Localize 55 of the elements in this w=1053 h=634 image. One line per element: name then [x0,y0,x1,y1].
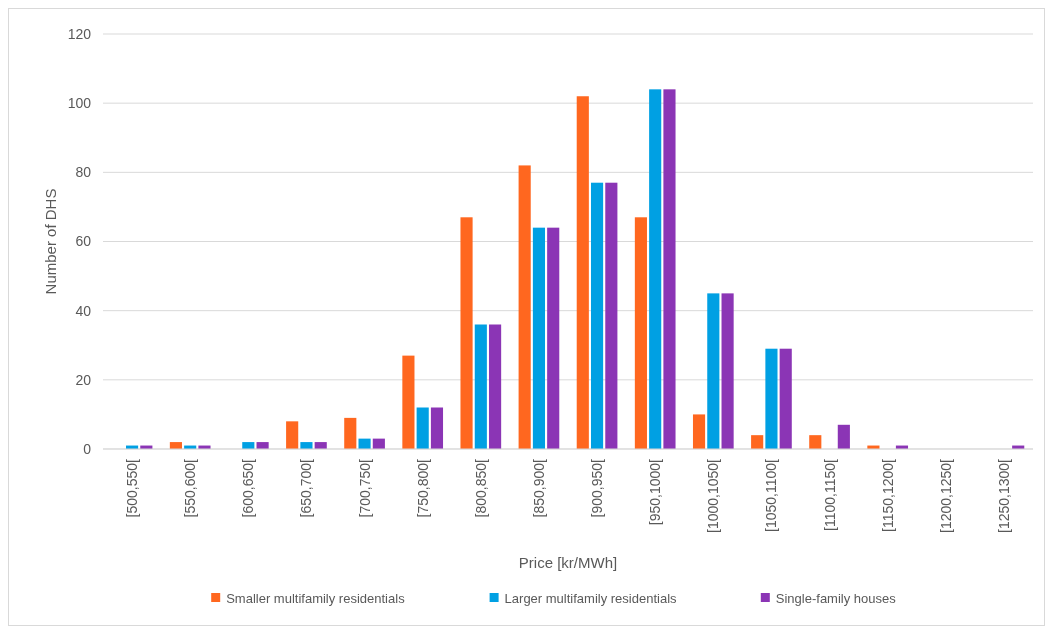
x-axis-title: Price [kr/MWh] [518,554,618,571]
bar [634,217,647,449]
bar [837,424,850,449]
x-tick-label: [600,650[ [240,458,257,518]
legend-label: Larger multifamily residentials [504,590,678,606]
bar [344,417,357,449]
bar [460,217,473,449]
bar [416,407,429,449]
x-tick-label: [1150,1200[ [879,458,896,532]
y-tick-label: 0 [83,440,92,457]
y-tick-label: 120 [67,25,92,42]
x-tick-label: [1100,1150[ [821,458,838,531]
x-tick-label: [1250,1300[ [995,458,1012,533]
bar [474,324,487,449]
bar [721,293,734,449]
bar [692,414,706,449]
bar [605,182,618,449]
bar [649,89,662,449]
y-tick-label: 20 [75,371,92,388]
bar [547,227,560,449]
legend-label: Single-family houses [775,590,897,606]
bar [300,442,313,449]
bar [402,355,415,449]
bar [765,348,778,449]
legend-label: Smaller multifamily residentials [226,590,406,606]
y-tick-label: 40 [75,302,92,319]
x-tick-label: [700,750[ [356,458,373,518]
x-tick-label: [900,950[ [589,458,606,518]
x-tick-label: [800,850[ [472,458,489,518]
y-tick-label: 100 [67,95,92,112]
bar [430,407,444,449]
bar [489,324,502,449]
bar [751,435,764,449]
bar [532,227,545,449]
x-tick-label: [500,550[ [124,458,141,518]
y-tick-label: 80 [75,164,92,181]
bar [591,182,604,449]
x-tick-label: [1050,1100[ [763,458,780,532]
bar [286,421,299,449]
bar [576,96,589,449]
bar [663,89,676,449]
y-tick-label: 60 [75,233,92,250]
bar [779,348,792,449]
bar [518,165,531,449]
y-axis-title: Number of DHS [42,188,59,295]
x-tick-label: [850,900[ [530,458,547,518]
x-tick-label: [1000,1050[ [705,458,722,533]
x-tick-label: [750,800[ [414,458,431,518]
bar [707,293,720,449]
bar [358,438,371,449]
bar [809,435,822,449]
x-tick-label: [1200,1250[ [937,458,954,533]
x-tick-label: [550,600[ [182,458,199,518]
x-tick-label: [650,700[ [298,458,315,518]
x-tick-label: [950,1000[ [647,458,664,526]
